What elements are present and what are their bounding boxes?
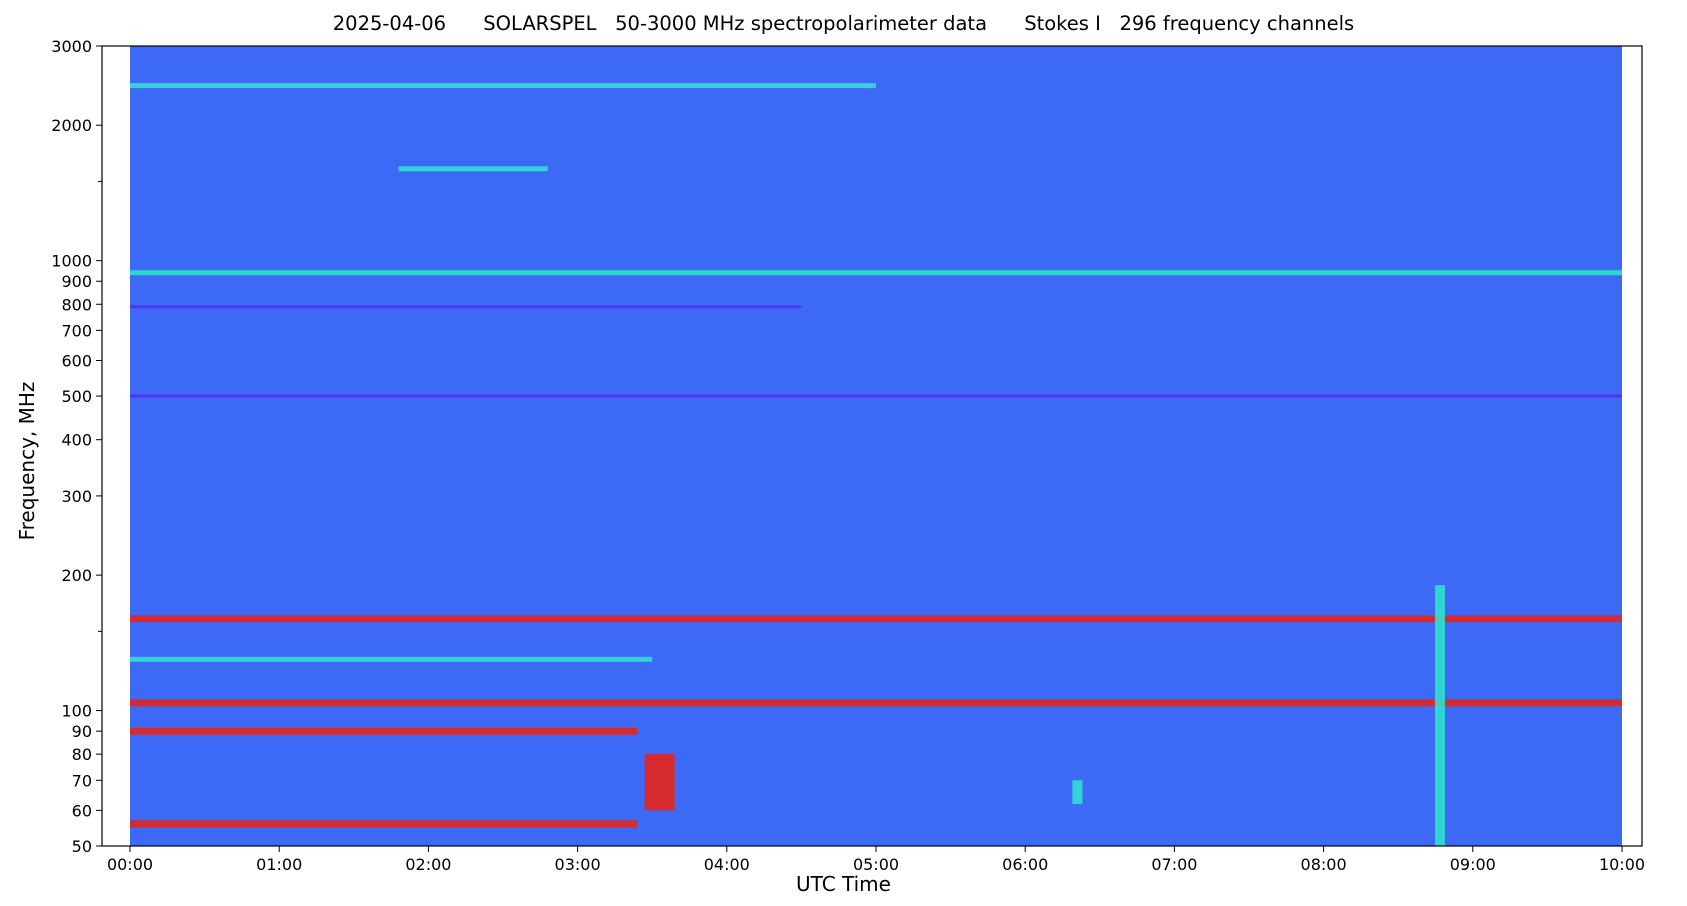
y-tick-label: 800: [61, 295, 92, 314]
y-tick-label: 70: [72, 771, 92, 790]
spectrogram-features: [130, 83, 1622, 846]
y-tick-label: 500: [61, 387, 92, 406]
y-tick-label: 300: [61, 487, 92, 506]
y-tick-label: 100: [61, 702, 92, 721]
band-160mhz: [130, 615, 1622, 623]
y-tick-label: 600: [61, 351, 92, 370]
burst-8.78h: [1434, 585, 1445, 846]
burst-6.35h: [1072, 780, 1083, 804]
band-940mhz: [130, 270, 1622, 276]
y-tick-label: 2000: [51, 116, 92, 135]
band-790mhz: [130, 305, 802, 309]
y-tick-label: 80: [72, 745, 92, 764]
x-tick-label: 00:00: [107, 855, 153, 874]
chart-title: 2025-04-06 SOLARSPEL 50-3000 MHz spectro…: [332, 12, 1355, 35]
x-tick-label: 07:00: [1151, 855, 1197, 874]
x-tick-label: 10:00: [1599, 855, 1645, 874]
x-tick-label: 09:00: [1450, 855, 1496, 874]
plot-background: [130, 46, 1622, 846]
y-tick-label: 1000: [51, 252, 92, 271]
x-tick-label: 01:00: [256, 855, 302, 874]
y-tick-label: 200: [61, 566, 92, 585]
y-tick-label: 700: [61, 321, 92, 340]
x-tick-label: 04:00: [704, 855, 750, 874]
band-90mhz: [130, 727, 638, 735]
band-500mhz: [130, 394, 1622, 398]
x-tick-label: 05:00: [853, 855, 899, 874]
y-tick-label: 400: [61, 431, 92, 450]
x-tick-label: 08:00: [1301, 855, 1347, 874]
x-axis-label: UTC Time: [796, 872, 891, 896]
y-tick-label: 90: [72, 722, 92, 741]
y-tick-label: 50: [72, 837, 92, 856]
x-tick-label: 06:00: [1002, 855, 1048, 874]
band-56mhz: [130, 820, 638, 828]
spectrogram-area: [130, 46, 1622, 846]
band-104mhz: [130, 699, 1622, 707]
x-axis-ticks: 00:00 01:00 02:00 03:00 04:00 05:00 06:00 07:00…: [107, 846, 1645, 874]
burst-3.55h: [644, 754, 675, 811]
y-tick-label: 900: [61, 272, 92, 291]
y-tick-label: 60: [72, 801, 92, 820]
band-1600mhz: [398, 166, 548, 172]
x-tick-label: 03:00: [555, 855, 601, 874]
plot-frame: [101, 45, 1643, 847]
y-tick-label: 3000: [51, 37, 92, 56]
x-tick-label: 02:00: [405, 855, 451, 874]
band-2450mhz: [130, 83, 876, 89]
band-130mhz: [130, 656, 653, 662]
